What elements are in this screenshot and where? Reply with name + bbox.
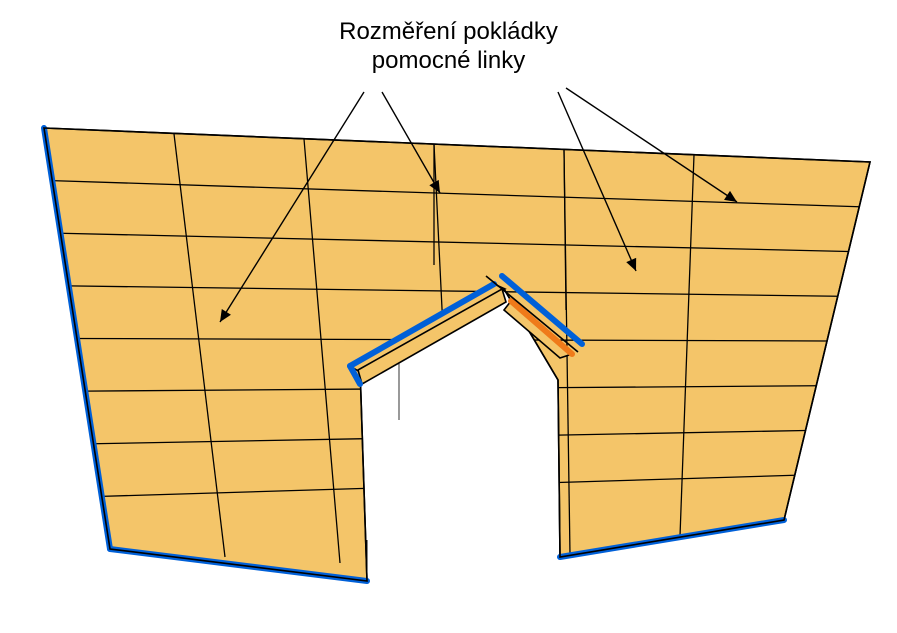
roof-diagram	[0, 0, 897, 633]
title-line-2: pomocné linky	[372, 47, 525, 74]
diagram-title: Rozměření pokládky pomocné linky	[0, 18, 897, 76]
title-line-1: Rozměření pokládky	[339, 18, 558, 45]
